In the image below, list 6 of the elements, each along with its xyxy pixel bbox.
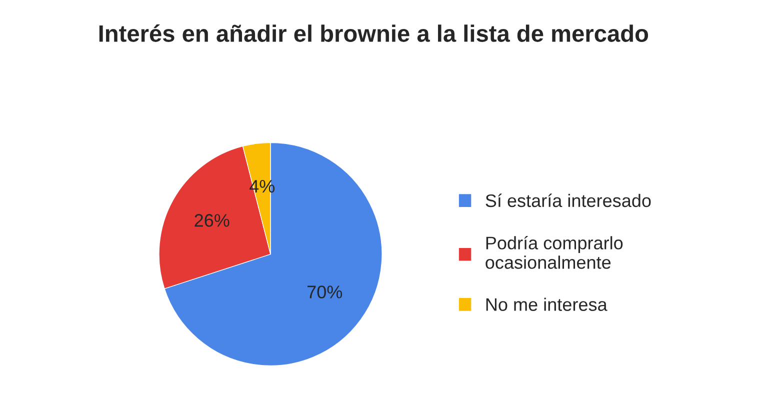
chart-title: Interés en añadir el brownie a la lista de mercado xyxy=(99,24,648,42)
data-label: 70% xyxy=(308,286,342,298)
legend-label: Sí estaría interesado xyxy=(486,194,651,208)
data-label: 26% xyxy=(194,214,230,227)
legend-label: Podría comprarlo ocasionalmente xyxy=(486,236,623,269)
legend-label: No me interesa xyxy=(486,298,608,311)
